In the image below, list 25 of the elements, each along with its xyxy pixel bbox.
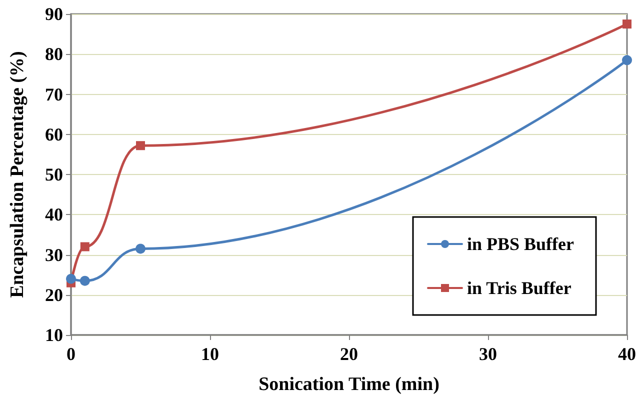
legend-label: in PBS Buffer <box>466 234 574 254</box>
x-tick-label: 0 <box>66 344 76 364</box>
point <box>136 244 146 254</box>
point <box>80 242 90 252</box>
y-tick-label: 20 <box>45 284 63 305</box>
x-tick-label: 10 <box>201 344 219 364</box>
y-tick-label: 70 <box>45 84 63 104</box>
point <box>622 20 632 29</box>
legend-label: in Tris Buffer <box>466 278 572 298</box>
y-tick-label: 50 <box>45 164 63 184</box>
x-tick-label: 20 <box>340 344 358 364</box>
point <box>80 276 90 286</box>
y-tick-label: 10 <box>45 325 63 345</box>
y-axis-title: Encapsulation Percentage (%) <box>7 51 28 298</box>
y-tick-label: 30 <box>45 244 63 265</box>
x-tick-label: 40 <box>618 344 636 364</box>
y-tick-label: 60 <box>45 124 63 144</box>
y-tick-label: 40 <box>45 204 63 225</box>
point <box>622 55 632 66</box>
point <box>136 141 145 150</box>
y-tick-label: 80 <box>45 44 63 64</box>
y-tick-label: 90 <box>45 4 63 24</box>
point <box>66 274 76 284</box>
x-axis-title: Sonication Time (min) <box>258 374 440 395</box>
x-tick-label: 30 <box>479 344 497 364</box>
